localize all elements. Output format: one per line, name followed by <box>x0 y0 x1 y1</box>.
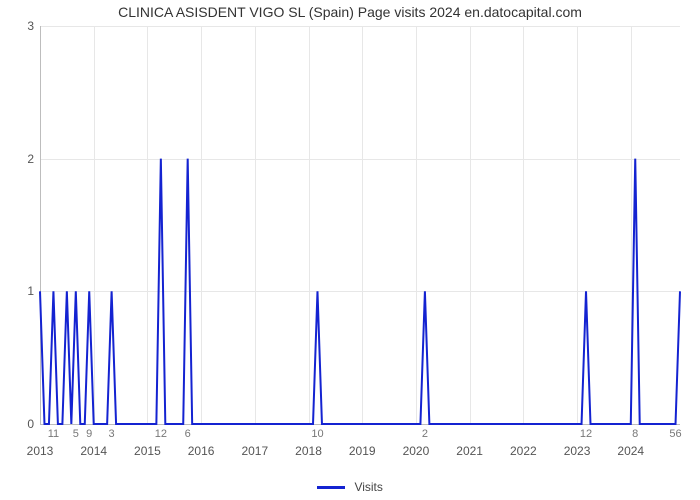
x-count-label: 6 <box>185 428 191 440</box>
x-year-label: 2017 <box>241 444 268 458</box>
x-count-label: 3 <box>109 428 115 440</box>
x-year-label: 2014 <box>80 444 107 458</box>
series-svg <box>40 26 680 424</box>
x-year-label: 2015 <box>134 444 161 458</box>
series-line-visits <box>40 159 680 424</box>
x-year-label: 2023 <box>564 444 591 458</box>
legend-label: Visits <box>354 480 382 494</box>
x-year-label: 2021 <box>456 444 483 458</box>
legend-swatch <box>317 486 345 489</box>
x-count-label: 56 <box>669 428 681 440</box>
x-count-label: 10 <box>311 428 323 440</box>
y-tick-label: 1 <box>27 284 40 298</box>
legend: Visits <box>0 480 700 494</box>
chart-title: CLINICA ASISDENT VIGO SL (Spain) Page vi… <box>0 4 700 20</box>
x-year-label: 2024 <box>617 444 644 458</box>
x-count-label: 5 <box>73 428 79 440</box>
x-year-label: 2016 <box>188 444 215 458</box>
plot-area: 0123201320142015201620172018201920202021… <box>40 26 680 424</box>
x-year-label: 2018 <box>295 444 322 458</box>
chart-root: CLINICA ASISDENT VIGO SL (Spain) Page vi… <box>0 0 700 500</box>
x-year-label: 2022 <box>510 444 537 458</box>
y-tick-label: 3 <box>27 19 40 33</box>
x-count-label: 11 <box>48 428 59 440</box>
x-count-label: 12 <box>580 428 592 440</box>
x-year-label: 2020 <box>403 444 430 458</box>
y-tick-label: 0 <box>27 417 40 431</box>
x-year-label: 2013 <box>27 444 54 458</box>
x-count-label: 2 <box>422 428 428 440</box>
x-count-label: 8 <box>632 428 638 440</box>
x-count-label: 12 <box>155 428 167 440</box>
y-tick-label: 2 <box>27 152 40 166</box>
x-year-label: 2019 <box>349 444 376 458</box>
x-count-label: 9 <box>86 428 92 440</box>
